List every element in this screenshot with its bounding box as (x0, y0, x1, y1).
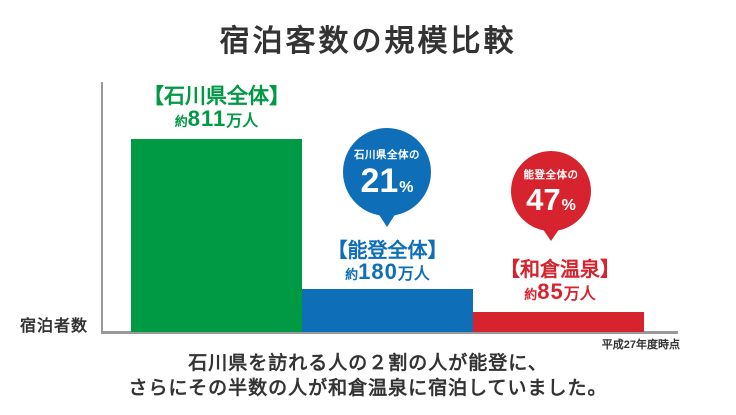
ishikawa-approx: 約 (174, 114, 188, 129)
ishikawa-unit: 万人 (226, 113, 259, 130)
label-wakura-name: 【和倉温泉】 (500, 259, 620, 281)
caption-line-2: さらにその半数の人が和倉温泉に宿泊していました。 (128, 378, 608, 399)
page-title: 宿泊客数の規模比較 (219, 25, 517, 58)
label-wakura-value: 約85万人 (474, 279, 646, 305)
footnote-fiscal-year: 平成27年度時点 (601, 339, 680, 351)
label-noto-value: 約180万人 (302, 259, 473, 285)
balloon-wakura-percent: 47% (526, 184, 576, 215)
wakura-unit: 万人 (563, 286, 596, 303)
noto-number: 180 (358, 259, 398, 284)
wakura-percent-sign: % (561, 197, 576, 214)
y-axis-line (101, 82, 103, 333)
balloon-tail-wakura (540, 225, 562, 241)
y-axis-label: 宿泊者数 (20, 318, 89, 335)
label-noto-name: 【能登全体】 (327, 240, 448, 262)
label-ishikawa-name: 【石川県全体】 (143, 85, 290, 108)
noto-approx: 約 (345, 267, 359, 282)
caption-line-1: 石川県を訪れる人の２割の人が能登に、 (188, 353, 548, 374)
bar-noto-total (302, 289, 473, 332)
bar-wakura-onsen (473, 312, 644, 332)
balloon-noto-percent: 21% (360, 164, 413, 198)
bar-ishikawa-total (131, 139, 302, 332)
noto-percent-number: 21 (360, 161, 399, 200)
balloon-noto-context: 石川県全体の (354, 148, 420, 161)
balloon-wakura-context: 能登全体の (523, 169, 579, 181)
label-ishikawa-value: 約811万人 (131, 106, 302, 132)
balloon-circle-noto: 石川県全体の 21% (343, 128, 431, 216)
ishikawa-number: 811 (187, 106, 227, 131)
wakura-number: 85 (537, 279, 564, 304)
noto-percent-sign: % (399, 178, 414, 196)
wakura-percent-number: 47 (526, 182, 561, 217)
noto-unit: 万人 (397, 266, 430, 283)
balloon-tail-noto (376, 210, 398, 227)
percent-balloon-wakura: 能登全体の 47% (511, 151, 591, 241)
x-axis-line (101, 331, 678, 334)
balloon-circle-wakura: 能登全体の 47% (511, 151, 591, 231)
percent-balloon-noto: 石川県全体の 21% (343, 128, 431, 227)
caption: 石川県を訪れる人の２割の人が能登に、 さらにその半数の人が和倉温泉に宿泊していま… (0, 351, 736, 401)
wakura-approx: 約 (524, 287, 538, 302)
